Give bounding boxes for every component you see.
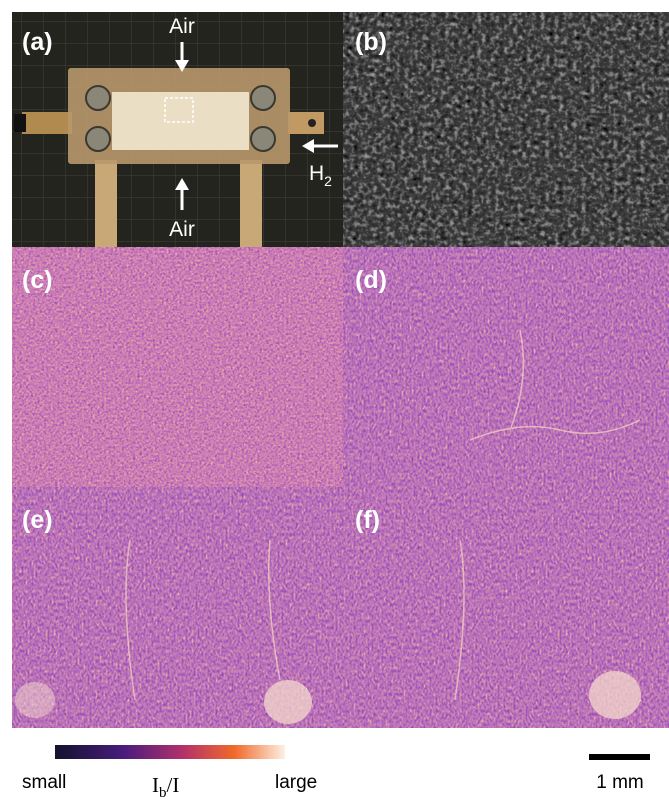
annotation-main: H (309, 162, 324, 185)
connector (14, 114, 26, 132)
colorbar (55, 745, 285, 759)
blob (589, 671, 641, 719)
panel-a: Air Air H2 (12, 12, 343, 247)
panel-label: (f) (355, 506, 380, 534)
panel-label: (a) (22, 28, 53, 56)
scale-bar (589, 754, 650, 760)
panel-label: (d) (355, 266, 387, 294)
bolt (251, 86, 275, 110)
blob (15, 682, 55, 718)
annotation-sub: 2 (324, 173, 332, 189)
colorbar-title-rest: /I (167, 773, 180, 797)
bolt (86, 86, 110, 110)
annotation: Air (169, 218, 195, 241)
blob (264, 680, 312, 724)
bolt (86, 127, 110, 151)
annotation: Air (169, 15, 195, 38)
hole (308, 119, 316, 127)
colorbar-title: Ib/I (152, 773, 179, 801)
panel-c-image (12, 247, 343, 487)
tab (22, 112, 72, 134)
panel-d-image (343, 247, 669, 487)
colorbar-title-sub: b (159, 785, 167, 801)
panel-b-image (343, 12, 669, 247)
panel-label: (e) (22, 506, 53, 534)
leg (95, 160, 117, 247)
figure: Air Air H2 (a) (b) (c) (d) (e) (f) small… (0, 0, 669, 801)
leg (240, 160, 262, 247)
scale-bar-label: 1 mm (596, 772, 644, 793)
colorbar-title-main: I (152, 773, 159, 797)
colorbar-min-label: small (22, 772, 66, 793)
tab (288, 112, 324, 134)
panel-label: (c) (22, 266, 53, 294)
window (112, 92, 249, 150)
bolt (251, 127, 275, 151)
colorbar-max-label: large (275, 772, 317, 793)
panel-label: (b) (355, 28, 387, 56)
